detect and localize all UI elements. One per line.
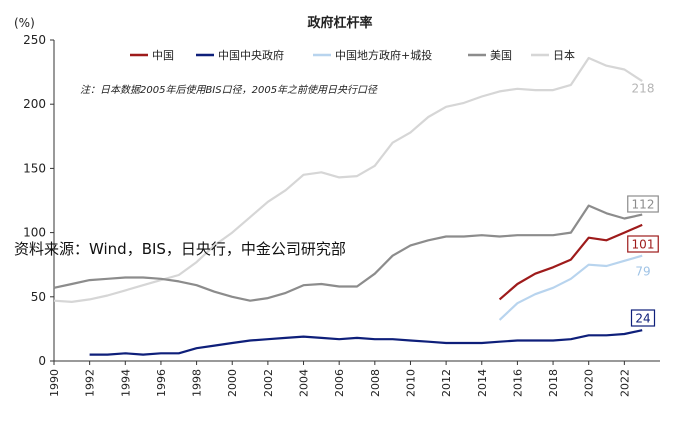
end-label-box (630, 309, 656, 327)
end-label-1: 24 (635, 312, 650, 326)
x-tick-label: 1994 (119, 369, 132, 397)
end-label-box (627, 235, 659, 253)
series-line-1 (89, 329, 643, 356)
legend-label: 美国 (490, 49, 512, 62)
x-tick-label: 2000 (226, 369, 239, 397)
series-line-4 (53, 56, 643, 303)
series-line-3 (53, 204, 643, 302)
source-note: 资料来源：Wind，BIS，日央行，中金公司研究部 (14, 240, 346, 258)
x-tick-label: 2018 (547, 369, 560, 397)
series-line-0 (498, 223, 643, 301)
end-label-3: 112 (632, 198, 655, 212)
x-tick-label: 2008 (369, 369, 382, 397)
x-tick-label: 2022 (618, 369, 631, 397)
y-tick-label: 250 (23, 33, 46, 47)
end-label-4: 218 (632, 82, 655, 96)
x-tick-label: 2014 (476, 369, 489, 397)
x-tick-label: 1990 (48, 369, 61, 397)
x-tick-label: 2016 (511, 369, 524, 397)
x-tick-label: 2012 (440, 369, 453, 397)
legend-label: 日本 (553, 48, 575, 62)
legend-label: 中国中央政府 (218, 48, 284, 62)
legend-label: 中国地方政府+城投 (335, 48, 432, 62)
x-tick-label: 2006 (333, 369, 346, 397)
legend: 中国 中国中央政府 中国地方政府+城投 美国 日本 (130, 48, 575, 62)
chart-note: 注：日本数据2005年后使用BIS口径，2005年之前使用日央行口径 (80, 84, 378, 96)
series-line-2 (498, 254, 643, 321)
y-tick-label: 100 (23, 226, 46, 240)
x-tick-label: 2002 (262, 369, 275, 397)
end-label-2: 79 (635, 265, 650, 279)
x-tick-label: 1992 (84, 369, 97, 397)
chart-title: 政府杠杆率 (307, 15, 372, 31)
x-tick-label: 2010 (404, 369, 417, 397)
x-axis: 1990 1992 1994 1996 1998 2000 2002 2004 2006 2008… (48, 360, 660, 397)
end-label-0: 101 (632, 238, 655, 252)
end-label-box (627, 195, 659, 213)
y-tick-label: 150 (23, 161, 46, 175)
y-unit-label: (%) (14, 16, 35, 30)
x-tick-label: 1996 (155, 369, 168, 397)
end-labels: 101 24 79 112 218 (627, 82, 659, 327)
y-tick-label: 50 (31, 290, 46, 304)
y-axis: 0 50 100 150 200 250 (23, 33, 55, 368)
x-tick-label: 1998 (191, 369, 204, 397)
x-tick-label: 2004 (298, 369, 311, 397)
legend-label: 中国 (152, 49, 174, 62)
y-tick-label: 200 (23, 97, 46, 111)
series-layer (53, 56, 643, 356)
x-tick-label: 2020 (583, 369, 596, 397)
y-tick-label: 0 (38, 354, 46, 368)
